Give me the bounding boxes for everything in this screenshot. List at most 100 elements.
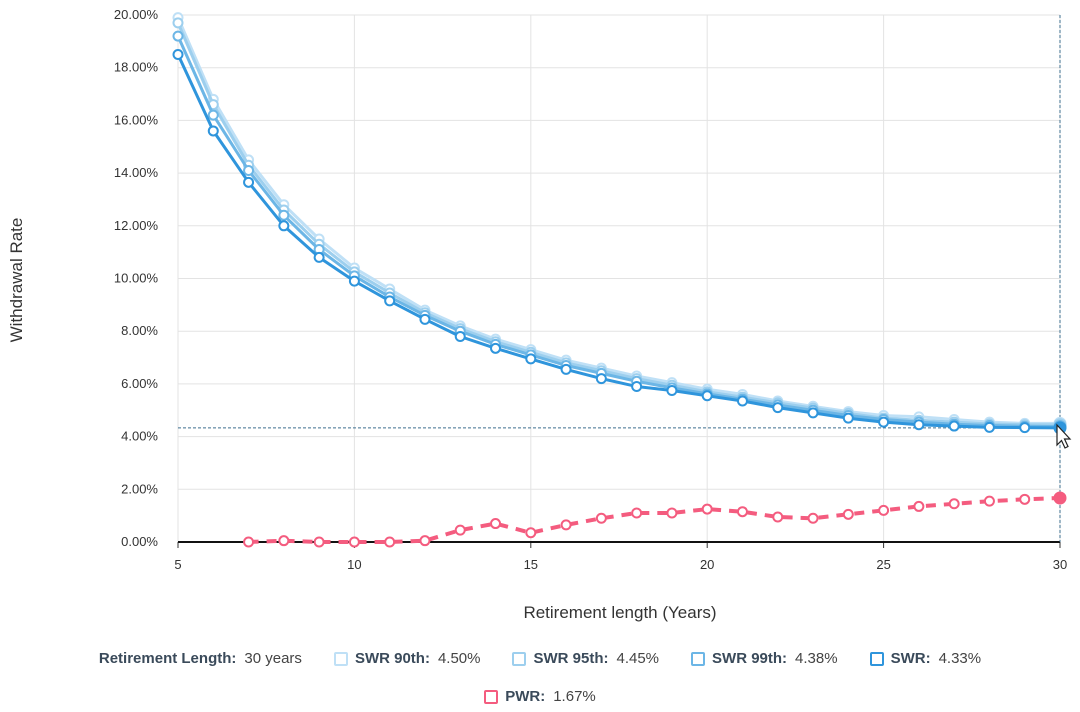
data-point-swr-99th — [207, 109, 219, 121]
data-point-pwr — [631, 507, 643, 519]
x-tick-label: 20 — [700, 557, 714, 572]
legend-item-swr-95th[interactable]: SWR 95th: 4.45% — [512, 650, 659, 667]
data-point-pwr — [878, 504, 890, 516]
series-line-swr — [176, 53, 1061, 430]
data-point-pwr — [348, 536, 360, 548]
y-tick-label: 16.00% — [114, 112, 159, 127]
y-tick-label: 2.00% — [121, 481, 158, 496]
data-point-swr-99th — [278, 209, 290, 221]
swr-swatch-icon — [869, 651, 884, 666]
legend-label: SWR 99th: — [712, 650, 788, 667]
data-point-swr — [313, 251, 325, 263]
legend-value: 4.33% — [938, 650, 982, 667]
data-point-pwr — [595, 512, 607, 524]
data-point-pwr — [948, 498, 960, 510]
legend-row-1: Retirement Length: 30 years SWR 90th: 4.… — [0, 650, 1080, 667]
data-point-swr — [243, 176, 255, 188]
mouse-cursor-icon — [1056, 423, 1072, 449]
series-line-swr-95th — [176, 22, 1060, 427]
y-tick-label: 0.00% — [121, 534, 158, 549]
data-point-swr — [172, 49, 184, 61]
x-tick-label: 5 — [174, 557, 181, 572]
data-point-pwr — [842, 508, 854, 520]
data-point-swr — [807, 407, 819, 419]
swr-99th-swatch-icon — [691, 651, 706, 666]
y-axis-title: Withdrawal Rate — [7, 218, 26, 343]
data-point-swr — [666, 384, 678, 396]
pwr-swatch-icon — [484, 689, 499, 704]
legend-value: 4.38% — [795, 650, 838, 667]
data-point-swr — [631, 381, 643, 393]
data-point-swr — [419, 313, 431, 325]
legend-label: PWR: — [505, 688, 546, 705]
data-point-pwr — [913, 500, 925, 512]
x-tick-label: 10 — [347, 557, 361, 572]
data-point-swr — [207, 125, 219, 137]
data-point-swr — [525, 353, 537, 365]
data-point-swr — [278, 220, 290, 232]
data-point-pwr — [1019, 493, 1031, 505]
data-point-pwr — [701, 503, 713, 515]
y-tick-label: 8.00% — [121, 323, 158, 338]
data-point-pwr — [454, 524, 466, 536]
series-line-swr-90th — [176, 17, 1060, 425]
data-point-pwr — [807, 512, 819, 524]
data-point-swr-99th — [243, 164, 255, 176]
withdrawal-rate-chart[interactable]: 0.00% 2.00% 4.00% 6.00% 8.00% 10.00% 12.00% 14.… — [0, 0, 1080, 640]
retirement-length-value: 30 years — [244, 650, 302, 667]
data-point-swr — [384, 295, 396, 307]
y-tick-label: 20.00% — [114, 7, 159, 22]
data-point-swr — [983, 421, 995, 433]
series-line-swr-99th — [176, 35, 1061, 429]
legend-item-swr[interactable]: SWR: 4.33% — [869, 650, 982, 667]
y-tick-label: 18.00% — [114, 60, 159, 75]
legend-value: 4.45% — [616, 650, 660, 667]
data-point-swr — [701, 390, 713, 402]
crosshair — [178, 15, 1061, 542]
x-tick-label: 25 — [876, 557, 890, 572]
data-point-swr — [595, 373, 607, 385]
legend-row-2: PWR: 1.67% — [0, 688, 1080, 705]
y-tick-label: 14.00% — [114, 165, 159, 180]
swr-95th-swatch-icon — [512, 651, 527, 666]
data-point-swr — [948, 420, 960, 432]
data-point-pwr — [983, 495, 995, 507]
legend-label: SWR: — [890, 650, 931, 667]
x-axis-title: Retirement length (Years) — [523, 603, 716, 622]
data-point-swr — [772, 402, 784, 414]
y-tick-label: 12.00% — [114, 218, 159, 233]
data-point-swr — [878, 416, 890, 428]
data-point-pwr — [666, 507, 678, 519]
data-point-swr-99th — [172, 30, 184, 42]
data-point-pwr — [419, 535, 431, 547]
legend-label: SWR 90th: — [354, 650, 430, 667]
data-point-pwr-active — [1053, 491, 1067, 505]
x-tick-label: 30 — [1053, 557, 1067, 572]
x-axis-ticks: 5 10 15 20 25 30 — [174, 557, 1067, 572]
data-point-pwr — [736, 506, 748, 518]
series-line-pwr — [248, 496, 1061, 544]
legend-retirement-length: Retirement Length: 30 years — [99, 650, 302, 667]
legend-item-swr-90th[interactable]: SWR 90th: 4.50% — [333, 650, 480, 667]
y-axis-ticks: 0.00% 2.00% 4.00% 6.00% 8.00% 10.00% 12.00% 14.… — [114, 7, 159, 549]
data-point-swr — [842, 412, 854, 424]
legend-value: 1.67% — [553, 688, 596, 705]
data-point-swr-95th — [172, 17, 184, 29]
data-point-pwr — [313, 536, 325, 548]
series-layer — [172, 12, 1067, 548]
data-point-pwr — [278, 535, 290, 547]
x-tick-label: 15 — [524, 557, 538, 572]
data-point-swr — [348, 275, 360, 287]
swr-90th-swatch-icon — [333, 651, 348, 666]
data-point-swr — [454, 330, 466, 342]
y-tick-label: 4.00% — [121, 429, 158, 444]
data-point-pwr — [384, 536, 396, 548]
data-point-pwr — [772, 511, 784, 523]
retirement-length-label: Retirement Length: — [98, 650, 237, 667]
legend-item-pwr[interactable]: PWR: 1.67% — [484, 688, 596, 705]
data-point-pwr — [243, 536, 255, 548]
data-point-pwr — [490, 518, 502, 530]
y-tick-label: 6.00% — [121, 376, 158, 391]
legend-item-swr-99th[interactable]: SWR 99th: 4.38% — [691, 650, 838, 667]
data-point-pwr — [560, 519, 572, 531]
